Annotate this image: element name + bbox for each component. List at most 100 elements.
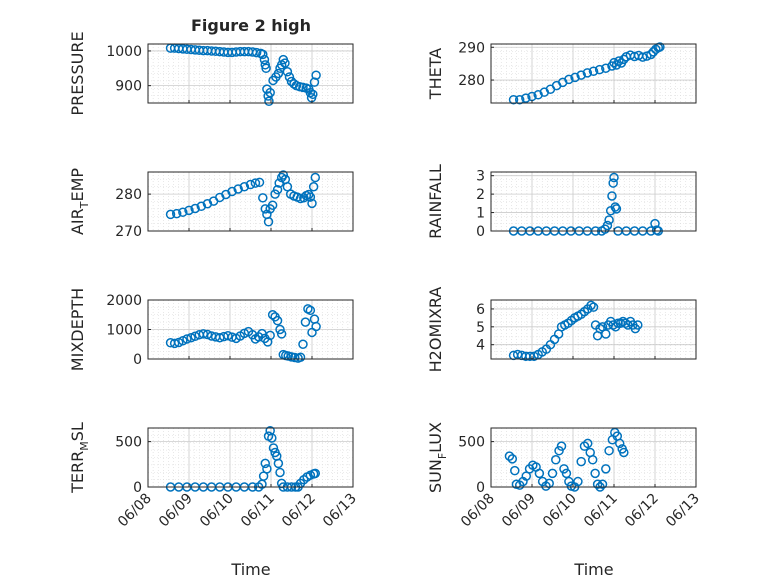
data-point bbox=[264, 96, 274, 107]
data-point bbox=[311, 321, 321, 332]
data-point bbox=[307, 198, 317, 209]
minor-grid bbox=[147, 428, 354, 487]
y-tick-label: 280 bbox=[115, 187, 142, 203]
data-point bbox=[551, 455, 561, 465]
data-point bbox=[263, 217, 274, 227]
y-axis-label: H2OMIXRA bbox=[426, 287, 445, 373]
data-point bbox=[604, 215, 614, 225]
y-tick-label: 280 bbox=[458, 73, 485, 89]
data-point bbox=[273, 458, 284, 469]
data-point bbox=[588, 302, 599, 312]
data-point bbox=[308, 89, 318, 100]
data-point bbox=[619, 54, 629, 65]
data-point bbox=[570, 72, 580, 83]
data-point bbox=[556, 441, 567, 451]
data-point bbox=[554, 445, 564, 456]
x-axis-label-right: Time bbox=[573, 560, 613, 579]
y-tick-label: 5 bbox=[476, 320, 485, 336]
data-point bbox=[267, 433, 277, 443]
y-tick-label: 0 bbox=[476, 224, 485, 240]
data-point bbox=[573, 476, 583, 487]
y-tick-label: 4 bbox=[476, 338, 485, 354]
data-point bbox=[514, 94, 525, 105]
y-axis-label: MIXDEPTH bbox=[68, 288, 87, 371]
data-point bbox=[267, 200, 278, 210]
data-point bbox=[282, 67, 293, 77]
axes-box bbox=[147, 171, 354, 232]
data-point bbox=[586, 300, 596, 311]
data-point bbox=[604, 445, 614, 456]
data-point bbox=[564, 74, 574, 85]
data-point bbox=[534, 468, 545, 479]
data-points bbox=[504, 427, 629, 492]
data-point bbox=[239, 182, 250, 192]
data-point bbox=[268, 443, 279, 453]
data-point bbox=[601, 464, 611, 474]
subplot-rainfall: 0 1 2 3 RAINFALL bbox=[426, 164, 697, 240]
data-point bbox=[300, 317, 311, 327]
axes-box bbox=[490, 299, 697, 360]
data-points bbox=[165, 304, 321, 363]
data-point bbox=[655, 42, 665, 52]
data-point bbox=[272, 315, 283, 326]
data-point bbox=[260, 458, 271, 469]
data-point bbox=[311, 70, 321, 80]
y-axis-label: PRESSURE bbox=[68, 31, 87, 115]
axes-box bbox=[147, 43, 354, 104]
data-point bbox=[510, 465, 520, 476]
data-point bbox=[272, 184, 283, 195]
axes-box bbox=[490, 43, 697, 104]
data-point bbox=[260, 204, 271, 214]
data-point bbox=[576, 456, 586, 467]
data-point bbox=[608, 178, 618, 188]
data-point bbox=[308, 182, 319, 192]
data-point bbox=[614, 56, 624, 66]
data-point bbox=[583, 438, 593, 449]
data-point bbox=[576, 70, 586, 80]
data-points bbox=[508, 42, 665, 105]
data-point bbox=[254, 177, 265, 188]
data-point bbox=[611, 204, 622, 214]
data-point bbox=[184, 205, 194, 216]
y-tick-label: 3 bbox=[476, 169, 485, 185]
data-point bbox=[276, 329, 287, 339]
data-point bbox=[309, 77, 320, 87]
data-point bbox=[582, 68, 593, 78]
subplot-theta: 280 290 THETA bbox=[426, 40, 697, 105]
data-point bbox=[305, 87, 316, 98]
data-point bbox=[202, 198, 213, 209]
data-point bbox=[295, 352, 306, 362]
x-axis-label-left: Time bbox=[230, 560, 270, 579]
data-point bbox=[305, 305, 316, 316]
data-point bbox=[594, 64, 605, 75]
data-point bbox=[633, 320, 643, 330]
data-point bbox=[275, 324, 285, 335]
data-point bbox=[275, 467, 285, 478]
data-point bbox=[298, 339, 308, 349]
data-point bbox=[559, 464, 569, 474]
y-tick-label: 1 bbox=[476, 206, 485, 222]
y-axis-label: SUNFLUX bbox=[426, 422, 449, 493]
axes-box bbox=[147, 427, 354, 488]
data-point bbox=[280, 58, 290, 68]
data-point bbox=[601, 329, 611, 339]
data-point bbox=[182, 334, 192, 344]
y-tick-label: 6 bbox=[476, 302, 485, 318]
data-point bbox=[273, 68, 284, 79]
y-tick-label: 500 bbox=[458, 435, 485, 451]
data-point bbox=[601, 63, 611, 74]
data-point bbox=[186, 333, 196, 343]
data-point bbox=[610, 202, 620, 212]
data-point bbox=[278, 170, 289, 180]
data-point bbox=[595, 323, 605, 334]
subplot-pressure: 900 1000 PRESSURE bbox=[68, 31, 354, 116]
data-point bbox=[251, 47, 262, 58]
y-tick-label: 290 bbox=[458, 40, 485, 56]
data-points bbox=[508, 300, 643, 362]
data-point bbox=[265, 87, 275, 98]
axes-box bbox=[490, 171, 697, 232]
data-point bbox=[547, 468, 558, 479]
data-point bbox=[614, 438, 625, 449]
